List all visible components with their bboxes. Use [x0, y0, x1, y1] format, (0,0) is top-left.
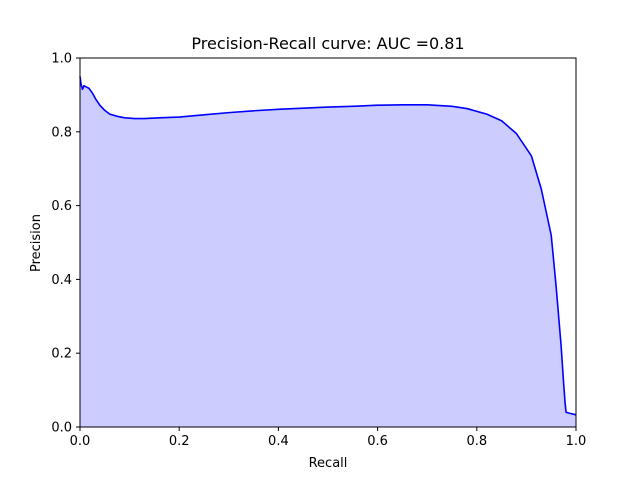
y-tick-label: 0.6 — [51, 199, 72, 214]
y-tick-label: 1.0 — [51, 52, 72, 67]
x-tick-label: 1.0 — [566, 434, 587, 449]
y-tick-label: 0.8 — [51, 125, 72, 140]
chart-title: Precision-Recall curve: AUC =0.81 — [191, 34, 464, 53]
y-tick-label: 0.2 — [51, 347, 72, 362]
x-axis-ticks: 0.0 0.2 0.4 0.6 0.8 1.0 — [70, 427, 587, 449]
x-tick-label: 0.0 — [70, 434, 91, 449]
y-axis-ticks: 0.0 0.2 0.4 0.6 0.8 1.0 — [51, 52, 80, 436]
x-tick-label: 0.6 — [367, 434, 388, 449]
x-tick-label: 0.8 — [466, 434, 487, 449]
y-tick-label: 0.4 — [51, 273, 72, 288]
y-tick-label: 0.0 — [51, 421, 72, 436]
x-tick-label: 0.4 — [268, 434, 289, 449]
x-axis-label: Recall — [309, 456, 348, 471]
area-fill — [80, 76, 576, 427]
y-axis-label: Precision — [29, 214, 44, 272]
plot-frame — [79, 57, 577, 428]
x-tick-label: 0.2 — [169, 434, 190, 449]
precision-recall-curve — [79, 76, 577, 416]
